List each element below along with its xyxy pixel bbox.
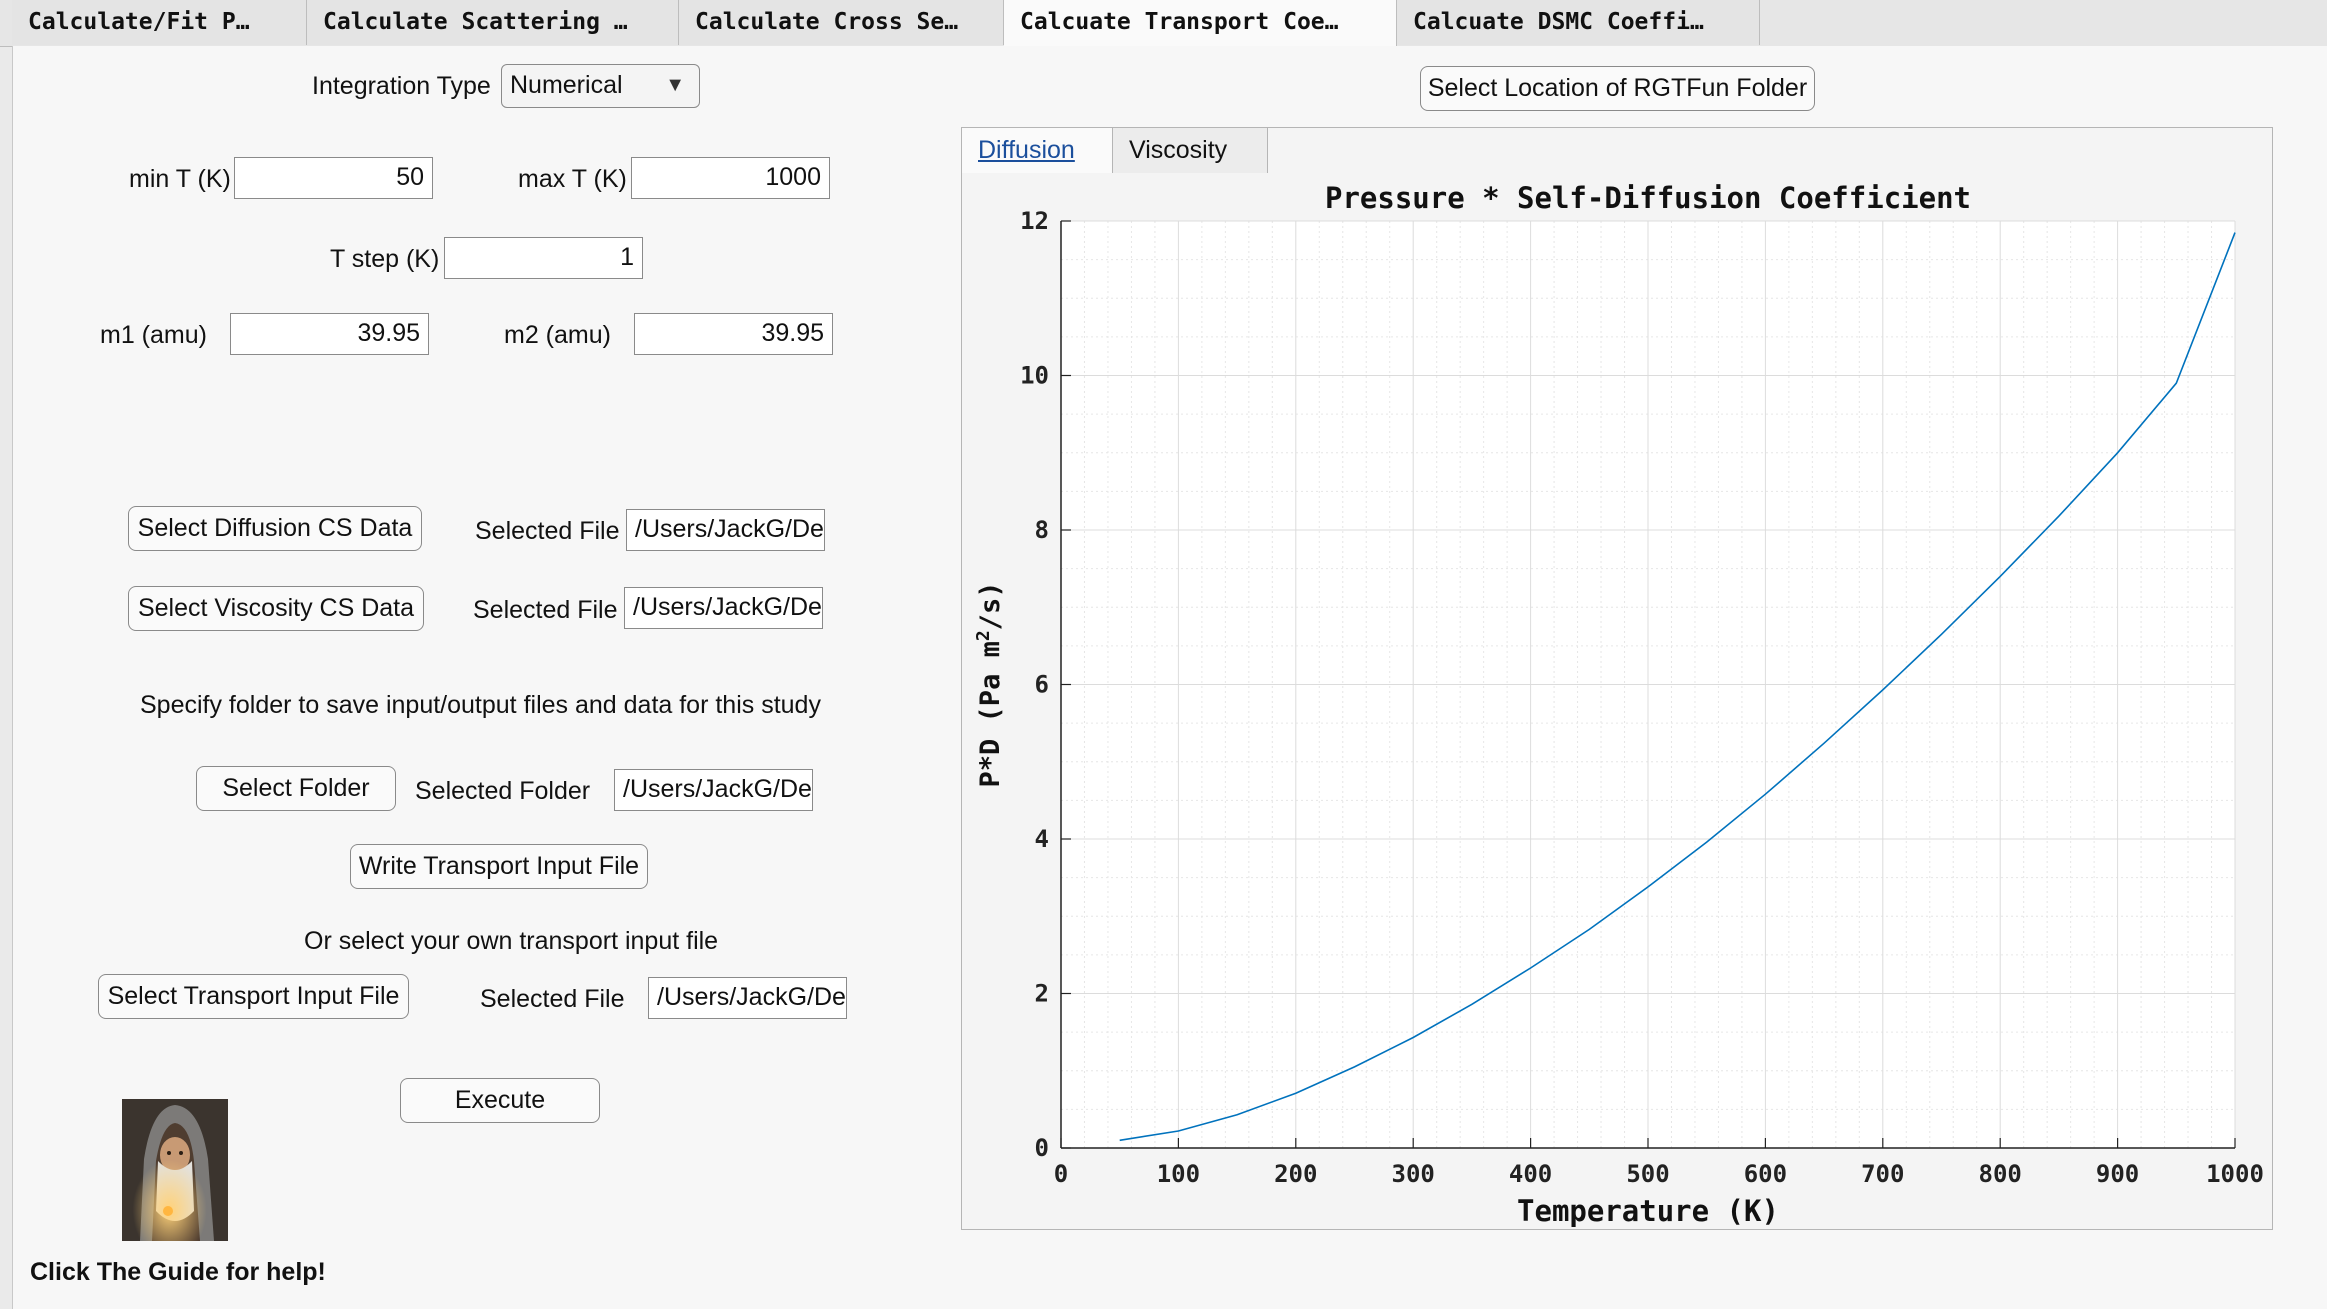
chart-tab-diffusion[interactable]: Diffusion xyxy=(962,128,1113,173)
tab-calculate-scattering[interactable]: Calculate Scattering … xyxy=(307,0,679,45)
y-tick-label: 0 xyxy=(1035,1134,1049,1162)
y-tick-label: 8 xyxy=(1035,516,1049,544)
m2-label: m2 (amu) xyxy=(504,321,611,349)
x-tick-label: 900 xyxy=(2096,1160,2139,1188)
select-transport-input-button[interactable]: Select Transport Input File xyxy=(98,974,409,1019)
tab-calculate-fit[interactable]: Calculate/Fit P… xyxy=(12,0,307,45)
y-tick-label: 4 xyxy=(1035,825,1049,853)
selected-folder-label: Selected Folder xyxy=(415,777,591,805)
chart-tab-diffusion-label: Diffusion xyxy=(978,136,1075,164)
chart-panel: Diffusion Viscosity 0 100 200 300 400 500 600 7… xyxy=(961,127,2273,1230)
diffusion-file-path-field[interactable]: /Users/JackG/De xyxy=(626,509,825,551)
chart-title: Pressure * Self-Diffusion Coefficient xyxy=(1325,181,1971,215)
x-tick-label: 400 xyxy=(1509,1160,1552,1188)
min-t-field[interactable]: 50 xyxy=(234,157,433,199)
integration-type-value: Numerical xyxy=(510,71,623,99)
diffusion-selected-file-label: Selected File xyxy=(475,517,620,545)
write-transport-input-button[interactable]: Write Transport Input File xyxy=(350,844,648,889)
x-tick-label: 100 xyxy=(1157,1160,1200,1188)
x-tick-label: 1000 xyxy=(2206,1160,2264,1188)
y-tick-label: 6 xyxy=(1035,671,1049,699)
m2-field[interactable]: 39.95 xyxy=(634,313,833,355)
tab-transport-coefficients[interactable]: Calcuate Transport Coe… xyxy=(1004,0,1397,47)
x-axis-label: Temperature (K) xyxy=(1517,1194,1779,1228)
chart-tab-viscosity[interactable]: Viscosity xyxy=(1113,128,1268,173)
y-axis-label: P*D (Pa m2/s) xyxy=(973,582,1006,788)
or-select-text: Or select your own transport input file xyxy=(304,927,719,955)
max-t-label: max T (K) xyxy=(518,165,627,193)
tab-dsmc-coefficients[interactable]: Calcuate DSMC Coeffi… xyxy=(1397,0,1760,45)
viscosity-selected-file-label: Selected File xyxy=(473,596,618,624)
tab-strip: Calculate/Fit P… Calculate Scattering … … xyxy=(0,0,2327,47)
chart-tab-viscosity-label: Viscosity xyxy=(1129,136,1228,164)
select-folder-button[interactable]: Select Folder xyxy=(196,766,396,811)
tab-calculate-cross-section[interactable]: Calculate Cross Se… xyxy=(679,0,1004,45)
x-tick-label: 300 xyxy=(1392,1160,1435,1188)
integration-type-label: Integration Type xyxy=(312,72,491,100)
y-tick-label: 12 xyxy=(1020,207,1049,235)
select-viscosity-cs-button[interactable]: Select Viscosity CS Data xyxy=(128,586,424,631)
guide-wizard-image[interactable] xyxy=(122,1099,228,1241)
x-tick-label: 500 xyxy=(1626,1160,1669,1188)
folder-instruction-text: Specify folder to save input/output file… xyxy=(140,691,821,719)
viscosity-file-path-field[interactable]: /Users/JackG/De xyxy=(624,587,823,629)
t-step-label: T step (K) xyxy=(330,245,440,273)
folder-path-field[interactable]: /Users/JackG/De xyxy=(614,769,813,811)
select-rgtfun-folder-button[interactable]: Select Location of RGTFun Folder xyxy=(1420,66,1815,111)
data-line xyxy=(1119,232,2236,1142)
min-t-label: min T (K) xyxy=(129,165,231,193)
x-tick-label: 200 xyxy=(1274,1160,1317,1188)
select-diffusion-cs-button[interactable]: Select Diffusion CS Data xyxy=(128,506,422,551)
help-text: Click The Guide for help! xyxy=(30,1258,326,1286)
x-tick-label: 800 xyxy=(1979,1160,2022,1188)
integration-type-dropdown[interactable]: Numerical ▼ xyxy=(501,64,700,108)
transport-input-path-field[interactable]: /Users/JackG/De xyxy=(648,977,847,1019)
t-step-field[interactable]: 1 xyxy=(444,237,643,279)
max-t-field[interactable]: 1000 xyxy=(631,157,830,199)
x-tick-label: 700 xyxy=(1861,1160,1904,1188)
x-tick-label: 600 xyxy=(1744,1160,1787,1188)
y-tick-label: 10 xyxy=(1020,362,1049,390)
m1-label: m1 (amu) xyxy=(100,321,207,349)
dropdown-arrow-icon: ▼ xyxy=(665,74,685,96)
input-selected-file-label: Selected File xyxy=(480,985,625,1013)
execute-button[interactable]: Execute xyxy=(400,1078,600,1123)
y-tick-label: 2 xyxy=(1035,980,1049,1008)
x-tick-label: 0 xyxy=(1054,1160,1068,1188)
m1-field[interactable]: 39.95 xyxy=(230,313,429,355)
diffusion-chart: 0 100 200 300 400 500 600 700 800 900 1000 0 2 4 6 8 10 1… xyxy=(973,181,2264,1228)
